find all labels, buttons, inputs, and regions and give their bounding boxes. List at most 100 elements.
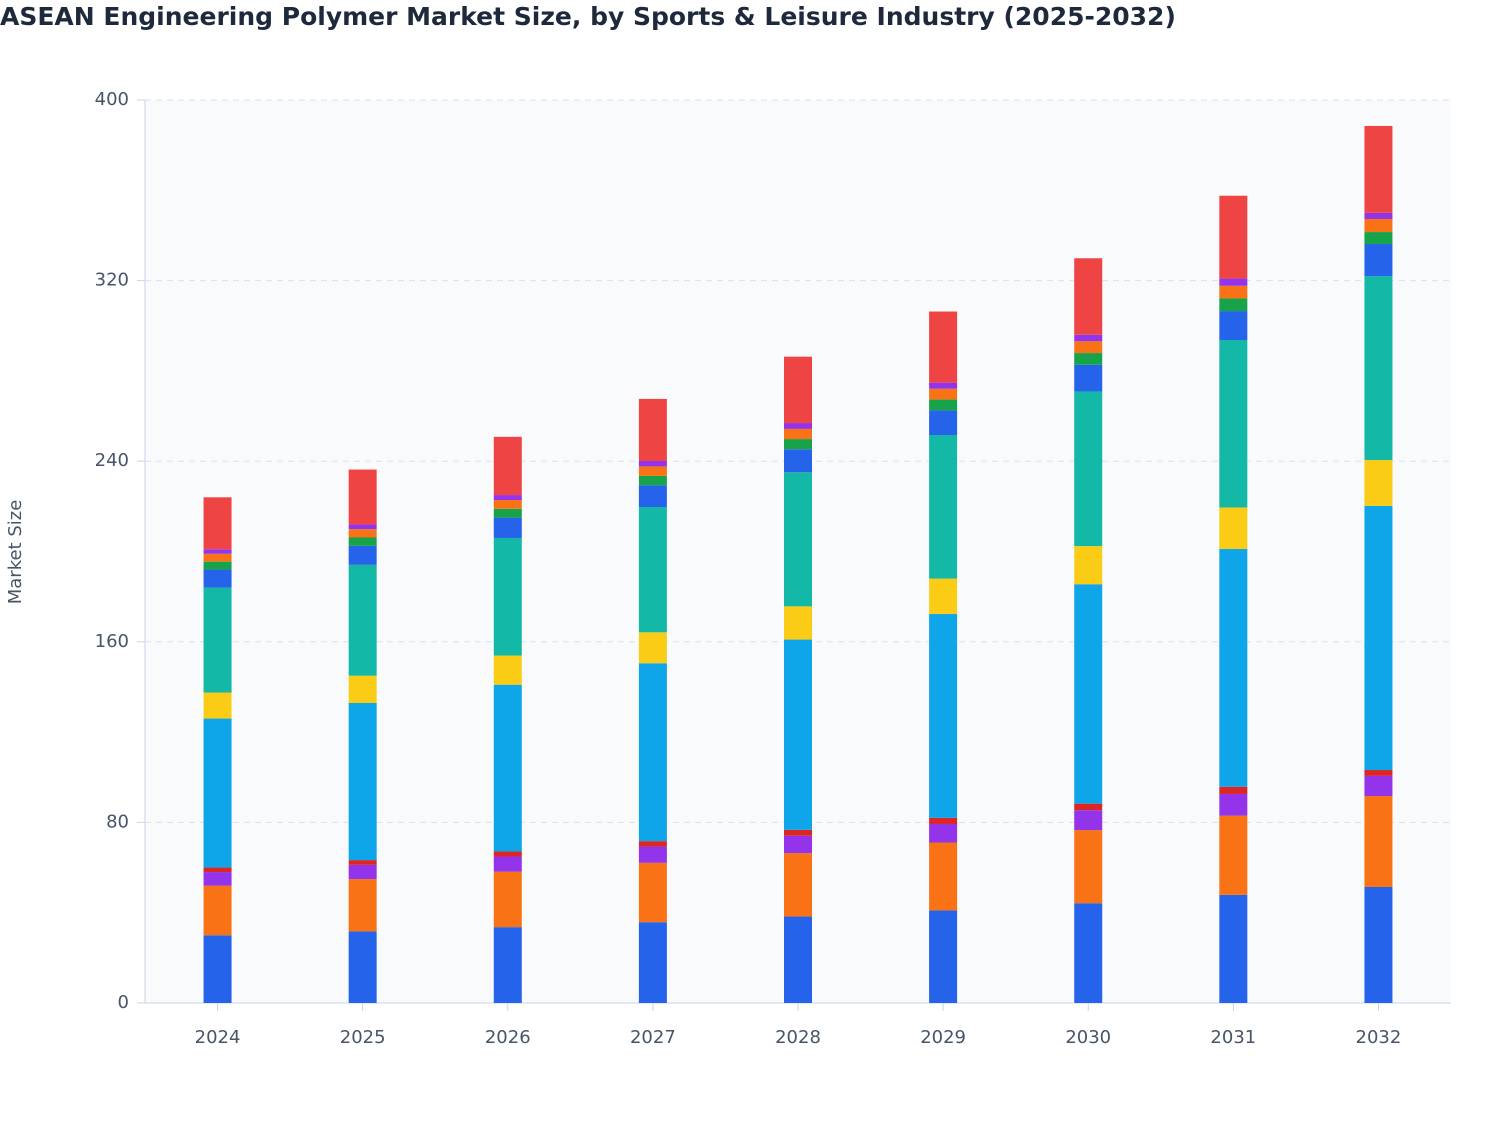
- bar-segment: [1364, 212, 1393, 219]
- bar-segment: [1219, 786, 1248, 794]
- bar-segment: [1219, 278, 1248, 286]
- bar-segment: [784, 829, 812, 836]
- bar-segment: [348, 564, 377, 676]
- bar-segment: [784, 472, 812, 607]
- bar-segment: [203, 569, 232, 588]
- bar-segment: [929, 399, 958, 411]
- bar-segment: [1364, 125, 1393, 213]
- bar-segment: [638, 841, 667, 847]
- bar-segment: [1219, 507, 1248, 550]
- bar-segment: [638, 485, 667, 508]
- bar-segment: [203, 885, 232, 936]
- bar-segment: [493, 436, 522, 496]
- bar-segment: [493, 508, 522, 518]
- bar-segment: [638, 846, 667, 863]
- x-tick-label: 2024: [195, 1027, 241, 1048]
- bar-segment: [1364, 276, 1393, 461]
- y-tick-label: 240: [95, 450, 129, 471]
- bar-segment: [1219, 815, 1248, 895]
- bar-segment: [493, 871, 522, 928]
- bar-segment: [784, 439, 812, 450]
- bar-segment: [638, 460, 667, 467]
- bar-segment: [203, 872, 232, 886]
- bar-segment: [1074, 830, 1103, 904]
- bar-segment: [1074, 584, 1103, 804]
- bar-segment: [784, 916, 812, 1003]
- bar-segment: [929, 578, 958, 615]
- bar-segment: [1074, 353, 1103, 365]
- bar-segment: [784, 853, 812, 917]
- bar-segment: [1364, 795, 1393, 887]
- bar-segment: [1364, 505, 1393, 771]
- bar-segment: [1074, 334, 1103, 342]
- bar-segment: [929, 614, 958, 818]
- bar-segment: [1074, 364, 1103, 392]
- bar-segment: [348, 860, 377, 865]
- bar-segment: [348, 879, 377, 932]
- bar-segment: [1219, 894, 1248, 1003]
- bar-segment: [1074, 391, 1103, 547]
- bar-segment: [638, 663, 667, 842]
- bar-segment: [203, 497, 232, 550]
- y-tick-label: 0: [118, 992, 129, 1013]
- y-tick-label: 400: [95, 89, 129, 110]
- bar-segment: [784, 423, 812, 429]
- bar-segment: [1364, 232, 1393, 245]
- bar-segment: [1219, 339, 1248, 508]
- bar-segment: [348, 469, 377, 525]
- bar-segment: [929, 382, 958, 389]
- bar-segment: [929, 435, 958, 579]
- bar-segment: [1074, 803, 1103, 811]
- bar-segment: [493, 927, 522, 1003]
- bar-segment: [1074, 810, 1103, 831]
- bar-segment: [493, 851, 522, 857]
- bar-segment: [348, 931, 377, 1003]
- bar-segment: [784, 639, 812, 830]
- bar-segment: [348, 524, 377, 530]
- bar-segment: [929, 823, 958, 843]
- bar-segment: [1364, 460, 1393, 506]
- bar-segment: [638, 475, 667, 486]
- y-axis-title: Market Size: [5, 500, 26, 605]
- bar-segment: [493, 495, 522, 501]
- y-tick-label: 320: [95, 270, 129, 291]
- chart-title: ASEAN Engineering Polymer Market Size, b…: [0, 2, 1176, 31]
- bar-segment: [348, 675, 377, 703]
- y-tick-label: 160: [95, 631, 129, 652]
- bar-segment: [348, 864, 377, 880]
- bar-segment: [784, 606, 812, 640]
- bar-segment: [1364, 244, 1393, 277]
- x-tick-label: 2029: [920, 1027, 966, 1048]
- x-tick-label: 2026: [485, 1027, 531, 1048]
- bar-segment: [203, 561, 232, 570]
- x-tick-label: 2031: [1210, 1027, 1256, 1048]
- bar-segment: [638, 507, 667, 633]
- bar-segment: [493, 684, 522, 852]
- bar-segment: [784, 835, 812, 854]
- bar-segment: [203, 718, 232, 868]
- bar-segment: [638, 862, 667, 923]
- bar-segment: [638, 398, 667, 461]
- bar-segment: [784, 449, 812, 473]
- bar-segment: [1219, 793, 1248, 816]
- bar-segment: [1074, 258, 1103, 335]
- bar-segment: [1074, 903, 1103, 1003]
- bar-segment: [1364, 218, 1393, 233]
- bar-segment: [348, 529, 377, 538]
- bar-segment: [203, 553, 232, 562]
- bar-segment: [1219, 298, 1248, 312]
- x-tick-label: 2027: [630, 1027, 676, 1048]
- y-tick-label: 80: [106, 811, 129, 832]
- bar-segment: [493, 856, 522, 872]
- bar-segment: [1219, 549, 1248, 787]
- x-tick-label: 2030: [1065, 1027, 1111, 1048]
- bar-segment: [638, 632, 667, 664]
- x-tick-label: 2025: [340, 1027, 386, 1048]
- bar-segment: [1219, 311, 1248, 340]
- bar-segment: [203, 935, 232, 1003]
- bar-segment: [784, 428, 812, 440]
- x-tick-label: 2028: [775, 1027, 821, 1048]
- bar-segment: [929, 817, 958, 824]
- bar-segment: [348, 702, 377, 861]
- bar-segment: [203, 692, 232, 719]
